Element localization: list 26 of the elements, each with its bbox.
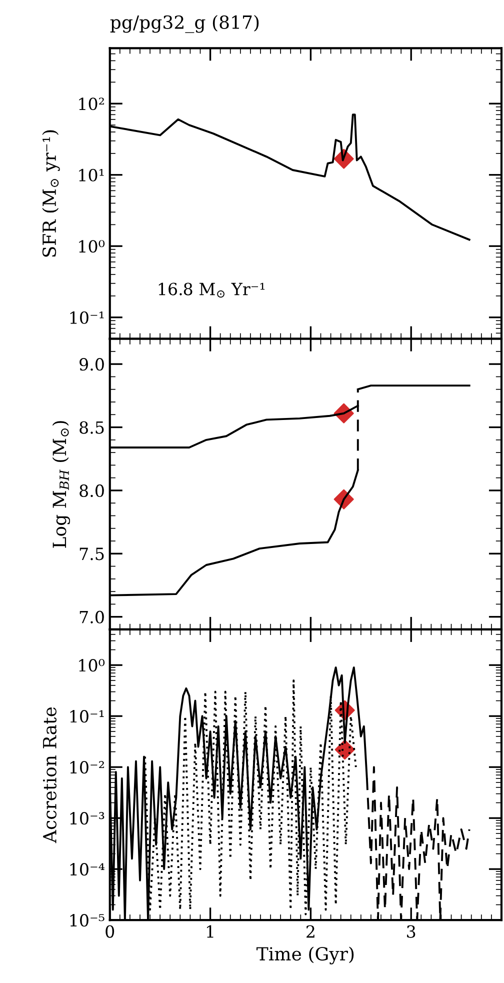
y-tick-label: 10² — [79, 98, 104, 110]
y-tick-label: 7.0 — [80, 610, 104, 624]
y-tick-label: 10⁻³ — [70, 812, 104, 825]
y-tick-label: 10⁰ — [79, 240, 105, 253]
y-tick-label: 8.5 — [80, 421, 104, 434]
y-tick-label: 8.0 — [80, 484, 104, 498]
y-tick-label: 10⁻¹ — [70, 710, 104, 723]
y-tick-label: 9.0 — [80, 358, 104, 371]
y-axis-title: Log M$_{BH}$ (M$_{⊙}$) — [52, 421, 70, 548]
y-tick-label: 10⁰ — [79, 659, 105, 672]
chart-title: pg/pg32_g (817) — [110, 15, 259, 33]
x-axis-title: Time (Gyr) — [256, 946, 354, 964]
y-tick-label: 10⁻⁴ — [70, 863, 104, 876]
y-tick-label: 10¹ — [79, 168, 104, 182]
annotation: 16.8 M$_{⊙}$ Yr⁻¹ — [158, 282, 265, 298]
x-tick-label: 0 — [106, 925, 114, 938]
y-tick-label: 10⁻⁵ — [70, 914, 104, 927]
y-tick-label: 7.5 — [80, 548, 104, 560]
x-tick-label: 1 — [207, 925, 214, 938]
x-tick-label: 2 — [306, 925, 314, 938]
y-axis-title: SFR (M$_{⊙}$ yr⁻¹) — [42, 130, 60, 257]
x-tick-label: 3 — [407, 925, 416, 938]
y-tick-label: 10⁻¹ — [70, 311, 104, 324]
line-series — [144, 679, 357, 916]
y-tick-label: 10⁻² — [70, 761, 104, 774]
y-axis-title: Accretion Rate — [42, 707, 56, 844]
